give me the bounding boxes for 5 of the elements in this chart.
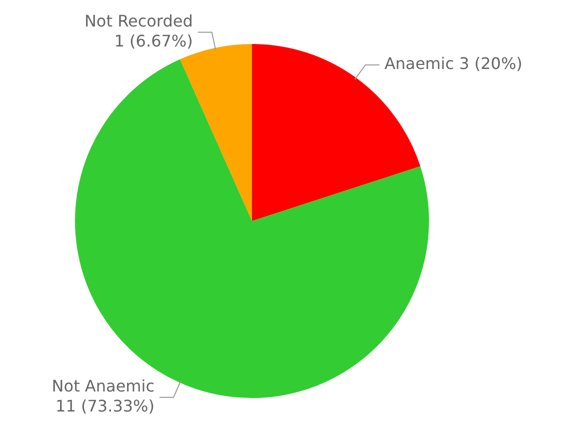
slice-label: Anaemic 3 (20%): [384, 54, 522, 74]
slice-label: Not Anaemic: [52, 376, 154, 396]
slice-label: Not Recorded: [84, 11, 193, 30]
data-label: 11 (73.33%): [56, 396, 154, 416]
data-label: 1 (6.67%): [114, 31, 193, 50]
